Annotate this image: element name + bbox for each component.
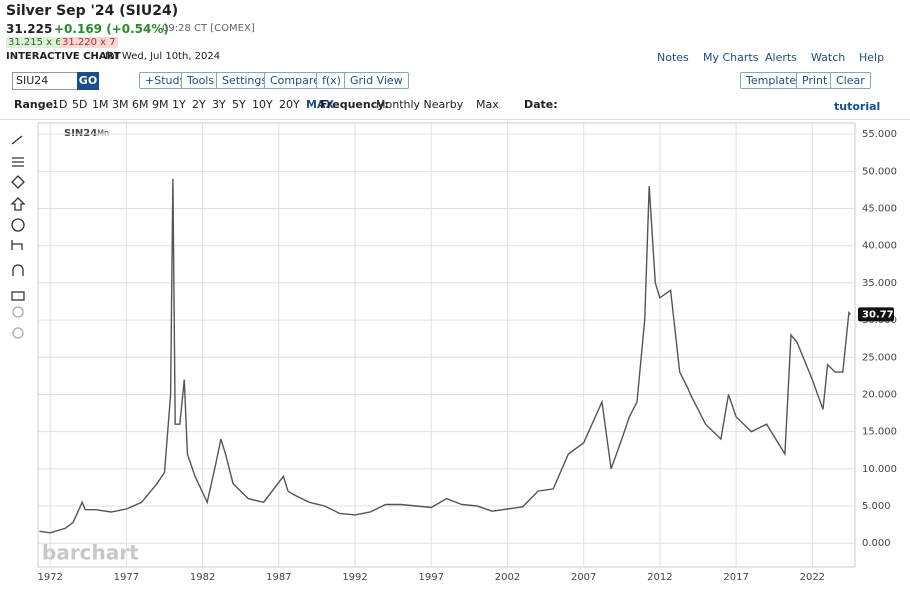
tool-icon[interactable] — [12, 157, 24, 167]
y-tick-label: 40.000 — [862, 241, 897, 252]
button[interactable]: Print — [796, 72, 834, 89]
link[interactable]: Alerts — [765, 51, 797, 64]
y-tick-label: 15.000 — [862, 427, 897, 438]
range-option[interactable]: 1Y — [172, 98, 186, 111]
date-label: Date: — [524, 98, 558, 111]
tool-icon[interactable] — [11, 175, 25, 189]
title: Silver Sep '24 (SIU24) — [6, 3, 179, 19]
range-option[interactable]: 5Y — [232, 98, 246, 111]
tool-icon[interactable] — [11, 135, 23, 145]
ask: 31.220 x 7 — [60, 37, 118, 48]
x-tick-label: 1987 — [266, 572, 291, 583]
button[interactable]: Grid View — [344, 72, 409, 89]
x-tick-label: 1982 — [190, 572, 215, 583]
x-tick-label: 2002 — [495, 572, 520, 583]
tool-icon[interactable] — [12, 306, 24, 318]
frequency-label: Frequency: — [320, 98, 389, 111]
frequency-select[interactable]: Monthly Nearby — [376, 98, 464, 111]
last-price-tag — [858, 307, 894, 322]
x-tick-label: 2012 — [647, 572, 672, 583]
range-option[interactable]: 3Y — [212, 98, 226, 111]
plot-frame — [37, 122, 856, 568]
price-line — [39, 178, 851, 534]
x-tick-label: 2017 — [723, 572, 748, 583]
last-price-label: 30.770 — [862, 309, 901, 320]
range-option[interactable]: 1M — [92, 98, 109, 111]
price: 31.225 — [6, 22, 53, 36]
x-tick-label: 2022 — [800, 572, 825, 583]
link[interactable]: Help — [859, 51, 885, 64]
link[interactable]: My Charts — [703, 51, 759, 64]
y-tick-label: 50.000 — [862, 166, 897, 177]
range-option[interactable]: 2Y — [192, 98, 206, 111]
legend-symbol: SIN24 — [64, 128, 97, 139]
range-option[interactable]: MAX — [306, 98, 334, 111]
tool-icon[interactable] — [11, 291, 25, 301]
section-label: INTERACTIVE CHART — [6, 51, 121, 62]
button[interactable]: Clear — [830, 72, 871, 89]
x-tick-label: 1977 — [114, 572, 139, 583]
y-tick-label: 25.000 — [862, 352, 897, 363]
range-option[interactable]: 20Y — [279, 98, 300, 111]
y-tick-label: 45.000 — [862, 204, 897, 215]
tool-icon[interactable] — [11, 240, 23, 250]
tool-icon[interactable] — [10, 197, 26, 211]
x-tick-label: 1972 — [37, 572, 62, 583]
time: 09:28 CT [COMEX] — [162, 23, 255, 34]
button[interactable]: Tools — [181, 72, 221, 89]
range-option[interactable]: 3M — [112, 98, 129, 111]
button[interactable]: +Study — [139, 72, 192, 89]
button[interactable]: f(x) — [316, 72, 347, 89]
change: +0.169 (+0.54%) — [54, 22, 169, 36]
legend-period: 1Mn — [92, 129, 109, 138]
x-tick-label: 1997 — [419, 572, 444, 583]
y-tick-label: 35.000 — [862, 278, 897, 289]
y-tick-label: 0.000 — [862, 538, 891, 549]
drawing-tools — [10, 135, 26, 339]
range-option[interactable]: 9M — [152, 98, 169, 111]
chart: SIN24 1Mn barchart 0.000 5.000 10.000 15.00… — [37, 122, 901, 583]
divider — [0, 119, 910, 120]
y-tick-label: 55.000 — [862, 129, 897, 140]
tutorial-link[interactable]: tutorial — [834, 100, 881, 113]
range-option[interactable]: 6M — [132, 98, 149, 111]
go-button[interactable]: GO — [77, 72, 99, 90]
button[interactable]: Templates — [740, 72, 808, 89]
symbol-input[interactable]: SIU24 — [12, 72, 79, 90]
x-tick-label: 2007 — [571, 572, 596, 583]
date: for Wed, Jul 10th, 2024 — [105, 51, 221, 62]
tool-icon[interactable] — [12, 327, 24, 339]
x-tick-label: 1992 — [342, 572, 367, 583]
bid: 31.215 x 6 — [6, 37, 64, 48]
link[interactable]: Notes — [657, 51, 689, 64]
y-tick-label: 20.000 — [862, 389, 897, 400]
range-option[interactable]: 1D — [52, 98, 68, 111]
range-option[interactable]: 5D — [72, 98, 88, 111]
aggregation-select[interactable]: Max — [476, 98, 499, 111]
tool-icon[interactable] — [12, 264, 24, 276]
button[interactable]: Settings — [216, 72, 274, 89]
watermark: barchart — [42, 541, 139, 565]
y-tick-label: 5.000 — [862, 501, 891, 512]
link[interactable]: Watch — [811, 51, 846, 64]
tool-icon[interactable] — [11, 218, 25, 232]
button[interactable]: Compare — [264, 72, 326, 89]
range-option[interactable]: 10Y — [252, 98, 273, 111]
range-label: Range: — [14, 98, 58, 111]
y-tick-label: 10.000 — [862, 464, 897, 475]
